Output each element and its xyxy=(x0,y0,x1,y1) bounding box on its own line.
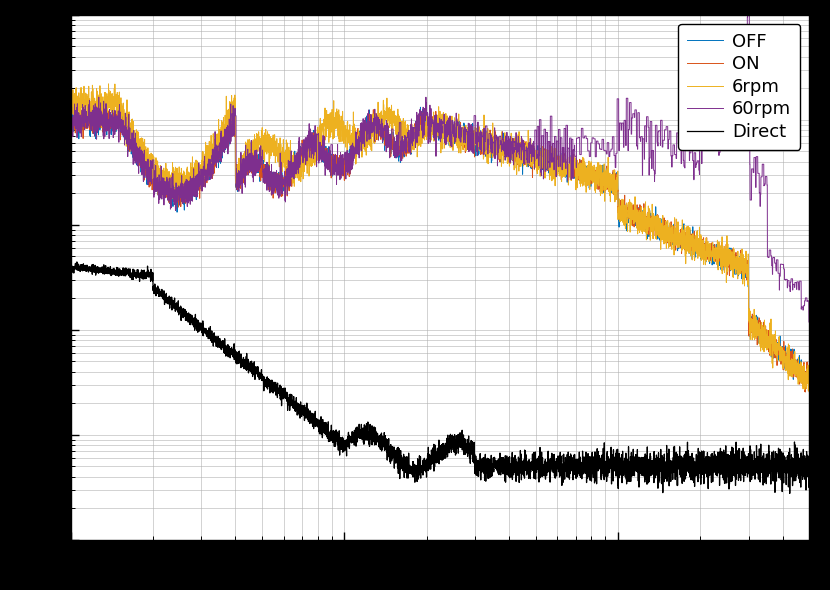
60rpm xyxy=(546,113,556,120)
OFF xyxy=(804,373,814,380)
Direct xyxy=(200,326,210,333)
Direct xyxy=(546,464,556,471)
OFF xyxy=(509,148,519,155)
6rpm xyxy=(509,153,519,160)
60rpm xyxy=(66,126,76,133)
60rpm xyxy=(804,319,814,326)
OFF xyxy=(617,207,627,214)
Direct xyxy=(617,452,627,459)
6rpm xyxy=(673,218,683,225)
ON xyxy=(800,388,810,395)
ON xyxy=(509,146,519,153)
Direct xyxy=(673,457,683,464)
Line: OFF: OFF xyxy=(71,107,809,388)
Line: Direct: Direct xyxy=(71,262,809,493)
Line: 60rpm: 60rpm xyxy=(71,6,809,322)
6rpm xyxy=(617,202,627,209)
6rpm xyxy=(804,384,814,391)
Direct xyxy=(72,258,82,266)
60rpm xyxy=(804,319,814,326)
6rpm xyxy=(200,162,210,169)
Line: ON: ON xyxy=(71,103,809,392)
60rpm xyxy=(743,3,753,10)
Line: 6rpm: 6rpm xyxy=(71,84,809,391)
ON xyxy=(804,388,814,395)
OFF xyxy=(348,150,358,157)
ON xyxy=(617,204,627,211)
OFF xyxy=(66,121,76,128)
ON xyxy=(546,160,556,168)
ON xyxy=(66,114,76,121)
Direct xyxy=(509,465,519,472)
OFF xyxy=(111,103,121,110)
Legend: OFF, ON, 6rpm, 60rpm, Direct: OFF, ON, 6rpm, 60rpm, Direct xyxy=(678,24,800,150)
Direct xyxy=(66,263,76,270)
ON xyxy=(200,168,210,175)
Direct xyxy=(784,490,794,497)
6rpm xyxy=(546,151,556,158)
ON xyxy=(673,228,683,235)
60rpm xyxy=(348,162,358,169)
ON xyxy=(348,148,358,155)
6rpm xyxy=(66,92,76,99)
6rpm xyxy=(348,123,358,130)
OFF xyxy=(546,162,556,169)
Direct xyxy=(348,435,358,442)
OFF xyxy=(804,385,814,392)
OFF xyxy=(200,168,210,175)
60rpm xyxy=(673,129,683,136)
Direct xyxy=(804,464,814,471)
6rpm xyxy=(803,388,813,395)
OFF xyxy=(673,233,683,240)
60rpm xyxy=(200,168,210,175)
6rpm xyxy=(104,80,114,87)
60rpm xyxy=(509,162,519,169)
ON xyxy=(75,99,85,106)
60rpm xyxy=(617,126,627,133)
